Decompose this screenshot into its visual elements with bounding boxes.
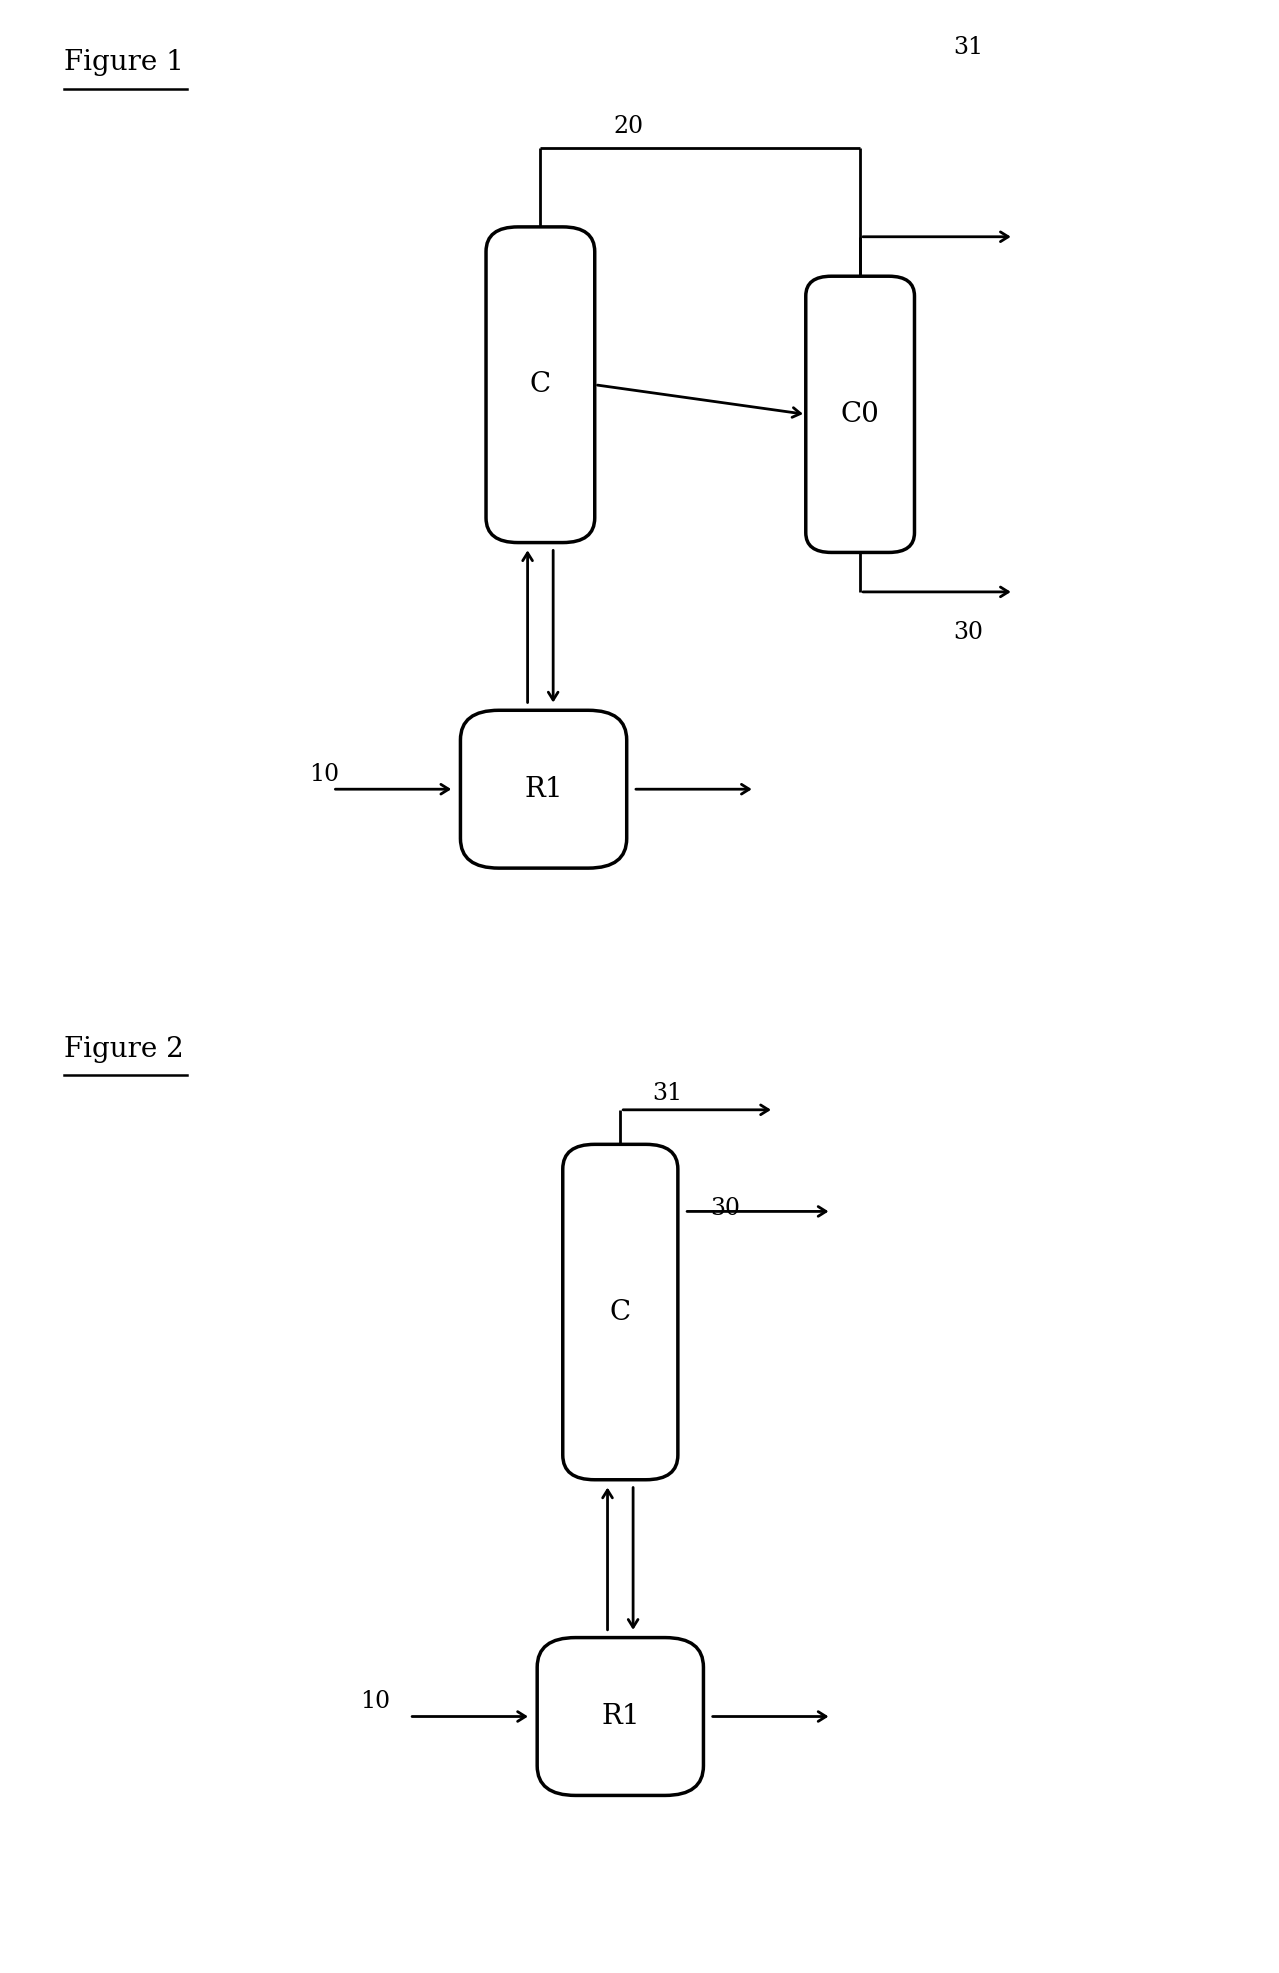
Text: 31: 31 [953, 36, 984, 59]
Text: R1: R1 [601, 1703, 640, 1730]
Text: R1: R1 [524, 775, 563, 803]
Text: 30: 30 [710, 1198, 739, 1219]
Text: 10: 10 [359, 1691, 390, 1713]
Text: 20: 20 [614, 114, 645, 138]
Text: Figure 2: Figure 2 [64, 1036, 184, 1063]
FancyBboxPatch shape [460, 710, 627, 868]
Text: 31: 31 [652, 1081, 683, 1105]
Text: C0: C0 [840, 401, 880, 428]
Text: C: C [530, 371, 551, 399]
Text: 10: 10 [308, 764, 339, 785]
Text: 30: 30 [953, 621, 982, 645]
Text: Figure 1: Figure 1 [64, 49, 184, 77]
FancyBboxPatch shape [806, 276, 914, 552]
Text: C: C [610, 1298, 631, 1326]
FancyBboxPatch shape [563, 1144, 678, 1480]
FancyBboxPatch shape [537, 1638, 703, 1795]
FancyBboxPatch shape [486, 227, 595, 543]
